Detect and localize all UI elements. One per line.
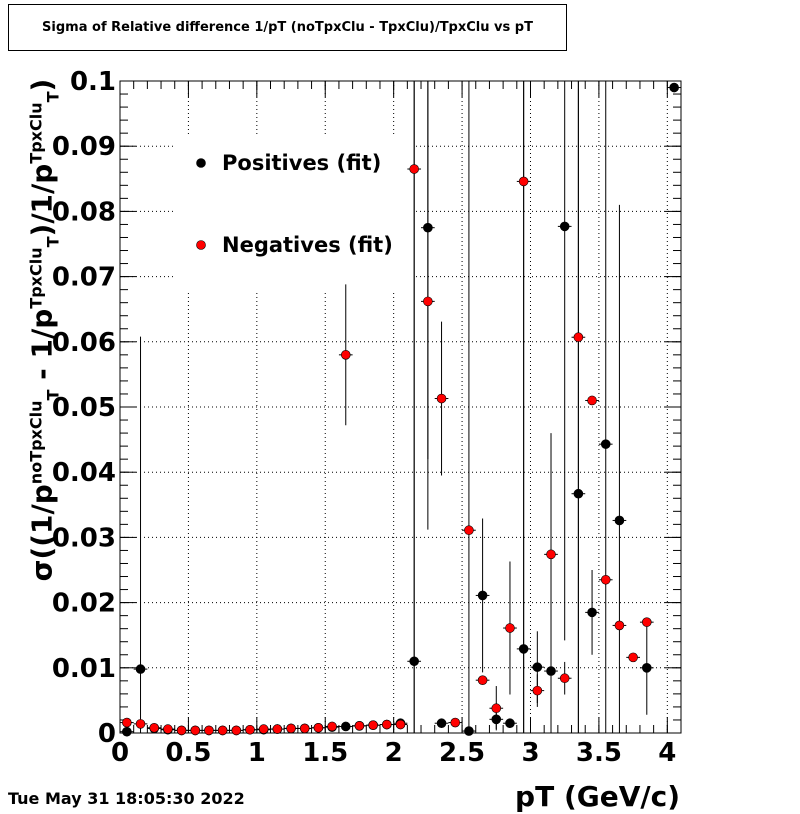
legend-marker bbox=[196, 158, 206, 168]
data-point bbox=[546, 549, 556, 560]
data-point bbox=[423, 296, 433, 307]
data-point bbox=[272, 724, 283, 734]
data-point bbox=[122, 726, 132, 737]
data-point bbox=[450, 717, 461, 728]
series-layer bbox=[120, 81, 681, 737]
data-point bbox=[669, 82, 679, 93]
data-point bbox=[368, 720, 378, 730]
y-tick-label: 0.02 bbox=[52, 589, 116, 619]
x-tick-label: 3.5 bbox=[576, 738, 622, 768]
data-point bbox=[573, 332, 584, 343]
y-tick-label: 0.01 bbox=[52, 654, 116, 684]
timestamp: Tue May 31 18:05:30 2022 bbox=[8, 789, 245, 808]
data-point bbox=[628, 652, 638, 663]
data-point bbox=[313, 722, 324, 733]
data-point bbox=[436, 718, 447, 729]
data-point bbox=[217, 725, 228, 736]
data-point bbox=[600, 574, 611, 585]
data-point bbox=[491, 703, 502, 714]
x-tick-label: 1.5 bbox=[302, 738, 348, 768]
data-point bbox=[135, 664, 146, 674]
y-tick-label: 0.05 bbox=[52, 393, 116, 423]
legend-background bbox=[176, 135, 416, 290]
chart-title: Sigma of Relative difference 1/pT (noTpx… bbox=[8, 4, 567, 51]
data-point bbox=[382, 719, 392, 730]
data-point bbox=[190, 725, 201, 736]
data-point bbox=[135, 719, 146, 729]
legend-box bbox=[176, 135, 416, 290]
x-tick-label: 2.5 bbox=[439, 738, 485, 768]
x-axis-label: pT (GeV/c) bbox=[515, 780, 680, 813]
x-tick-label: 0 bbox=[111, 738, 129, 768]
data-point bbox=[600, 439, 611, 449]
data-point bbox=[559, 673, 570, 684]
x-axis-tick-labels: 0 0.5 1 1.5 2 2.5 3 3.5 4 bbox=[111, 738, 676, 768]
y-tick-label: 0.04 bbox=[52, 458, 116, 488]
data-point bbox=[395, 719, 406, 730]
data-point bbox=[340, 721, 351, 732]
data-point bbox=[532, 685, 543, 696]
x-tick-label: 3 bbox=[521, 738, 539, 768]
y-tick-label: 0.09 bbox=[52, 132, 116, 162]
data-point bbox=[231, 725, 242, 736]
x-tick-label: 0.5 bbox=[165, 738, 211, 768]
data-point bbox=[614, 515, 625, 526]
data-point bbox=[149, 722, 160, 733]
data-point bbox=[122, 717, 132, 728]
x-tick-label: 1 bbox=[248, 738, 266, 768]
legend-entry-negatives: Negatives (fit) bbox=[196, 233, 393, 257]
data-point bbox=[518, 176, 529, 187]
y-axis-tick-labels: 0 0.01 0.02 0.03 0.04 0.05 0.06 0.07 0.08 0.09 0.1 bbox=[52, 67, 116, 749]
data-point bbox=[340, 350, 351, 360]
data-point bbox=[464, 525, 474, 536]
y-tick-label: 0 bbox=[98, 719, 116, 749]
data-point bbox=[477, 675, 488, 685]
x-tick-label: 2 bbox=[385, 738, 403, 768]
y-tick-label: 0.06 bbox=[52, 328, 116, 358]
data-point bbox=[477, 590, 488, 601]
data-point bbox=[409, 164, 419, 174]
data-point bbox=[587, 607, 597, 618]
y-tick-label: 0.1 bbox=[70, 67, 116, 97]
y-tick-label: 0.03 bbox=[52, 523, 116, 553]
data-point bbox=[354, 721, 365, 731]
data-point bbox=[532, 662, 543, 672]
data-point bbox=[176, 725, 187, 736]
data-point bbox=[505, 623, 515, 633]
data-point bbox=[546, 666, 556, 676]
data-point bbox=[614, 620, 625, 631]
data-point bbox=[464, 726, 474, 736]
data-point bbox=[327, 721, 337, 732]
y-tick-label: 0.08 bbox=[52, 197, 116, 227]
data-point bbox=[436, 393, 447, 404]
data-point bbox=[204, 725, 214, 736]
data-point bbox=[258, 724, 269, 734]
legend-entry-positives: Positives (fit) bbox=[196, 151, 381, 175]
legend: Positives (fit) Negatives (fit) bbox=[196, 151, 393, 257]
data-point bbox=[559, 221, 570, 232]
data-point bbox=[286, 723, 296, 734]
data-point bbox=[641, 662, 652, 673]
x-tick-label: 4 bbox=[658, 738, 676, 768]
data-point bbox=[245, 724, 255, 735]
data-point bbox=[587, 395, 597, 406]
legend-marker bbox=[196, 240, 206, 250]
data-point bbox=[163, 724, 173, 734]
data-point bbox=[299, 723, 310, 734]
legend-label: Positives (fit) bbox=[222, 151, 381, 175]
legend-label: Negatives (fit) bbox=[222, 233, 393, 257]
data-point bbox=[641, 617, 652, 627]
data-point bbox=[505, 718, 515, 729]
y-tick-label: 0.07 bbox=[52, 263, 116, 293]
y-axis-label: σ((1/pnoTpxCluT - 1/pTpxCluT)/1/pTpxCluT… bbox=[25, 78, 63, 582]
series-negatives bbox=[120, 81, 654, 736]
